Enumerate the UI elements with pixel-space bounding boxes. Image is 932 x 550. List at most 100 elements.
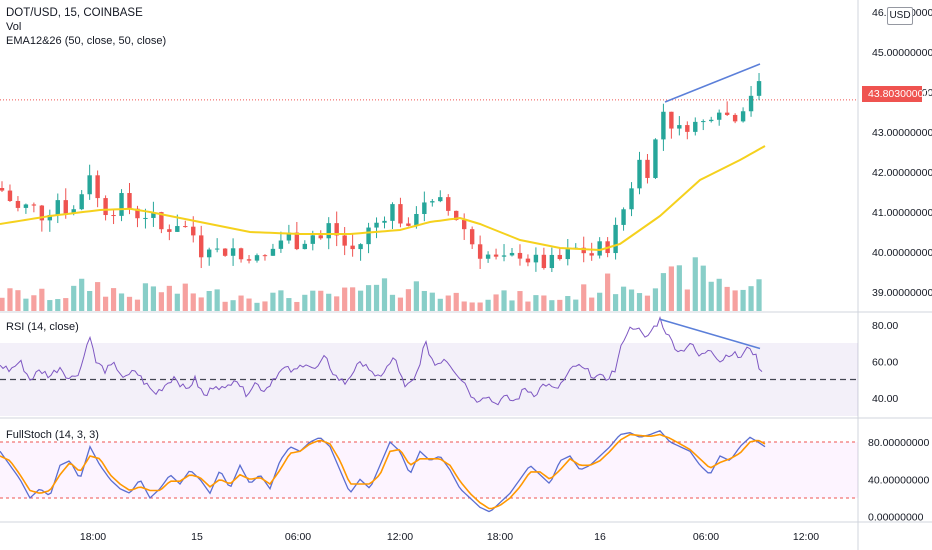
volume-bar	[437, 298, 443, 311]
volume-bar	[95, 282, 101, 311]
candle-body	[422, 202, 427, 215]
volume-bar	[525, 301, 531, 311]
candle-body	[406, 223, 411, 226]
main-legend: DOT/USD, 15, COINBASE Vol EMA12&26 (50, …	[6, 6, 166, 48]
volume-bar	[102, 296, 109, 311]
volume-bar	[31, 295, 37, 311]
candle-body	[509, 252, 515, 256]
volume-bar	[429, 292, 435, 311]
candle-body	[151, 212, 156, 218]
volume-bar	[230, 300, 236, 311]
rsi-tick-label: 60.00	[872, 356, 898, 368]
volume-bar	[134, 299, 141, 311]
rsi-line	[0, 315, 763, 406]
candle-body	[87, 175, 92, 195]
candle-body	[135, 208, 140, 219]
candle-body	[63, 200, 68, 214]
candle-body	[350, 245, 355, 250]
candle-body	[390, 204, 395, 221]
candle-body	[79, 194, 84, 210]
volume-bar	[676, 265, 682, 311]
time-tick-label: 18:00	[80, 531, 106, 543]
volume-bar	[581, 284, 587, 311]
ema-line	[0, 145, 766, 252]
candle-body	[238, 248, 244, 260]
volume-bar	[166, 285, 172, 311]
candle-body	[15, 200, 21, 208]
candle-body	[119, 193, 124, 216]
candle-body	[709, 119, 714, 122]
volume-bar	[684, 289, 690, 311]
candle-body	[270, 248, 276, 256]
volume-bar	[158, 292, 164, 311]
volume-bar	[493, 294, 499, 311]
volume-bar	[541, 295, 547, 311]
volume-bar	[405, 289, 412, 311]
volume-bar	[589, 297, 595, 311]
volume-bar	[87, 290, 93, 311]
candle-body	[167, 229, 172, 232]
candle-body	[748, 95, 754, 112]
time-tick-label: 12:00	[793, 531, 819, 543]
candle-body	[461, 220, 467, 230]
currency-button[interactable]: USD	[887, 7, 913, 25]
candle-body	[7, 190, 13, 201]
candle-body	[533, 254, 539, 263]
volume-bar	[549, 300, 555, 311]
candle-body	[31, 204, 37, 206]
candle-body	[206, 249, 212, 258]
time-tick-label: 06:00	[693, 531, 719, 543]
volume-bar	[278, 290, 284, 311]
candle-body	[199, 235, 204, 258]
volume-bar	[597, 292, 603, 311]
stoch-tick-label: 0.00000000	[868, 512, 924, 524]
candle-body	[55, 200, 60, 215]
price-divergence-line	[664, 63, 761, 103]
volume-bar	[110, 288, 117, 311]
volume-bar	[222, 301, 228, 311]
rsi-tick-label: 80.00	[872, 320, 898, 332]
candle-body	[438, 197, 443, 202]
candle-body	[677, 125, 682, 129]
volume-bar	[23, 298, 29, 311]
candle-body	[446, 197, 451, 211]
volume-bar	[740, 289, 746, 311]
volume-bar	[246, 298, 252, 311]
volume-bar	[469, 302, 475, 311]
volume-bar	[724, 286, 730, 311]
volume-bar	[174, 293, 180, 311]
candle-body	[302, 243, 308, 250]
candle-body	[127, 193, 132, 209]
volume-bar	[71, 285, 77, 311]
candle-body	[310, 235, 315, 244]
volume-bar	[708, 281, 714, 311]
volume-bar	[668, 266, 674, 311]
volume-bar	[238, 295, 244, 311]
candle-body	[454, 210, 459, 221]
candle-body	[724, 112, 730, 115]
price-tick-label: 41.00000000	[872, 207, 932, 219]
volume-bar	[756, 279, 762, 311]
candle-body	[262, 255, 268, 257]
volume-bar	[461, 301, 467, 311]
candle-body	[565, 247, 570, 260]
candle-body	[629, 188, 634, 210]
candle-body	[230, 248, 236, 256]
rsi-tick-label: 40.00	[872, 393, 898, 405]
stoch-tick-label: 80.00000000	[868, 437, 929, 449]
candle-body	[685, 125, 690, 132]
candle-body	[334, 223, 339, 236]
candle-body	[525, 258, 531, 263]
current-price-tag: 43.80300000	[862, 86, 929, 102]
time-tick-label: 12:00	[387, 531, 413, 543]
candle-body	[469, 229, 475, 245]
volume-bar	[620, 286, 627, 311]
volume-bar	[700, 265, 706, 311]
stoch-legend: FullStoch (14, 3, 3)	[6, 429, 99, 441]
volume-bar	[692, 257, 698, 311]
time-tick-label: 15	[191, 531, 203, 543]
volume-bar	[644, 295, 651, 311]
volume-bar	[421, 290, 427, 311]
volume-bar	[182, 283, 188, 311]
